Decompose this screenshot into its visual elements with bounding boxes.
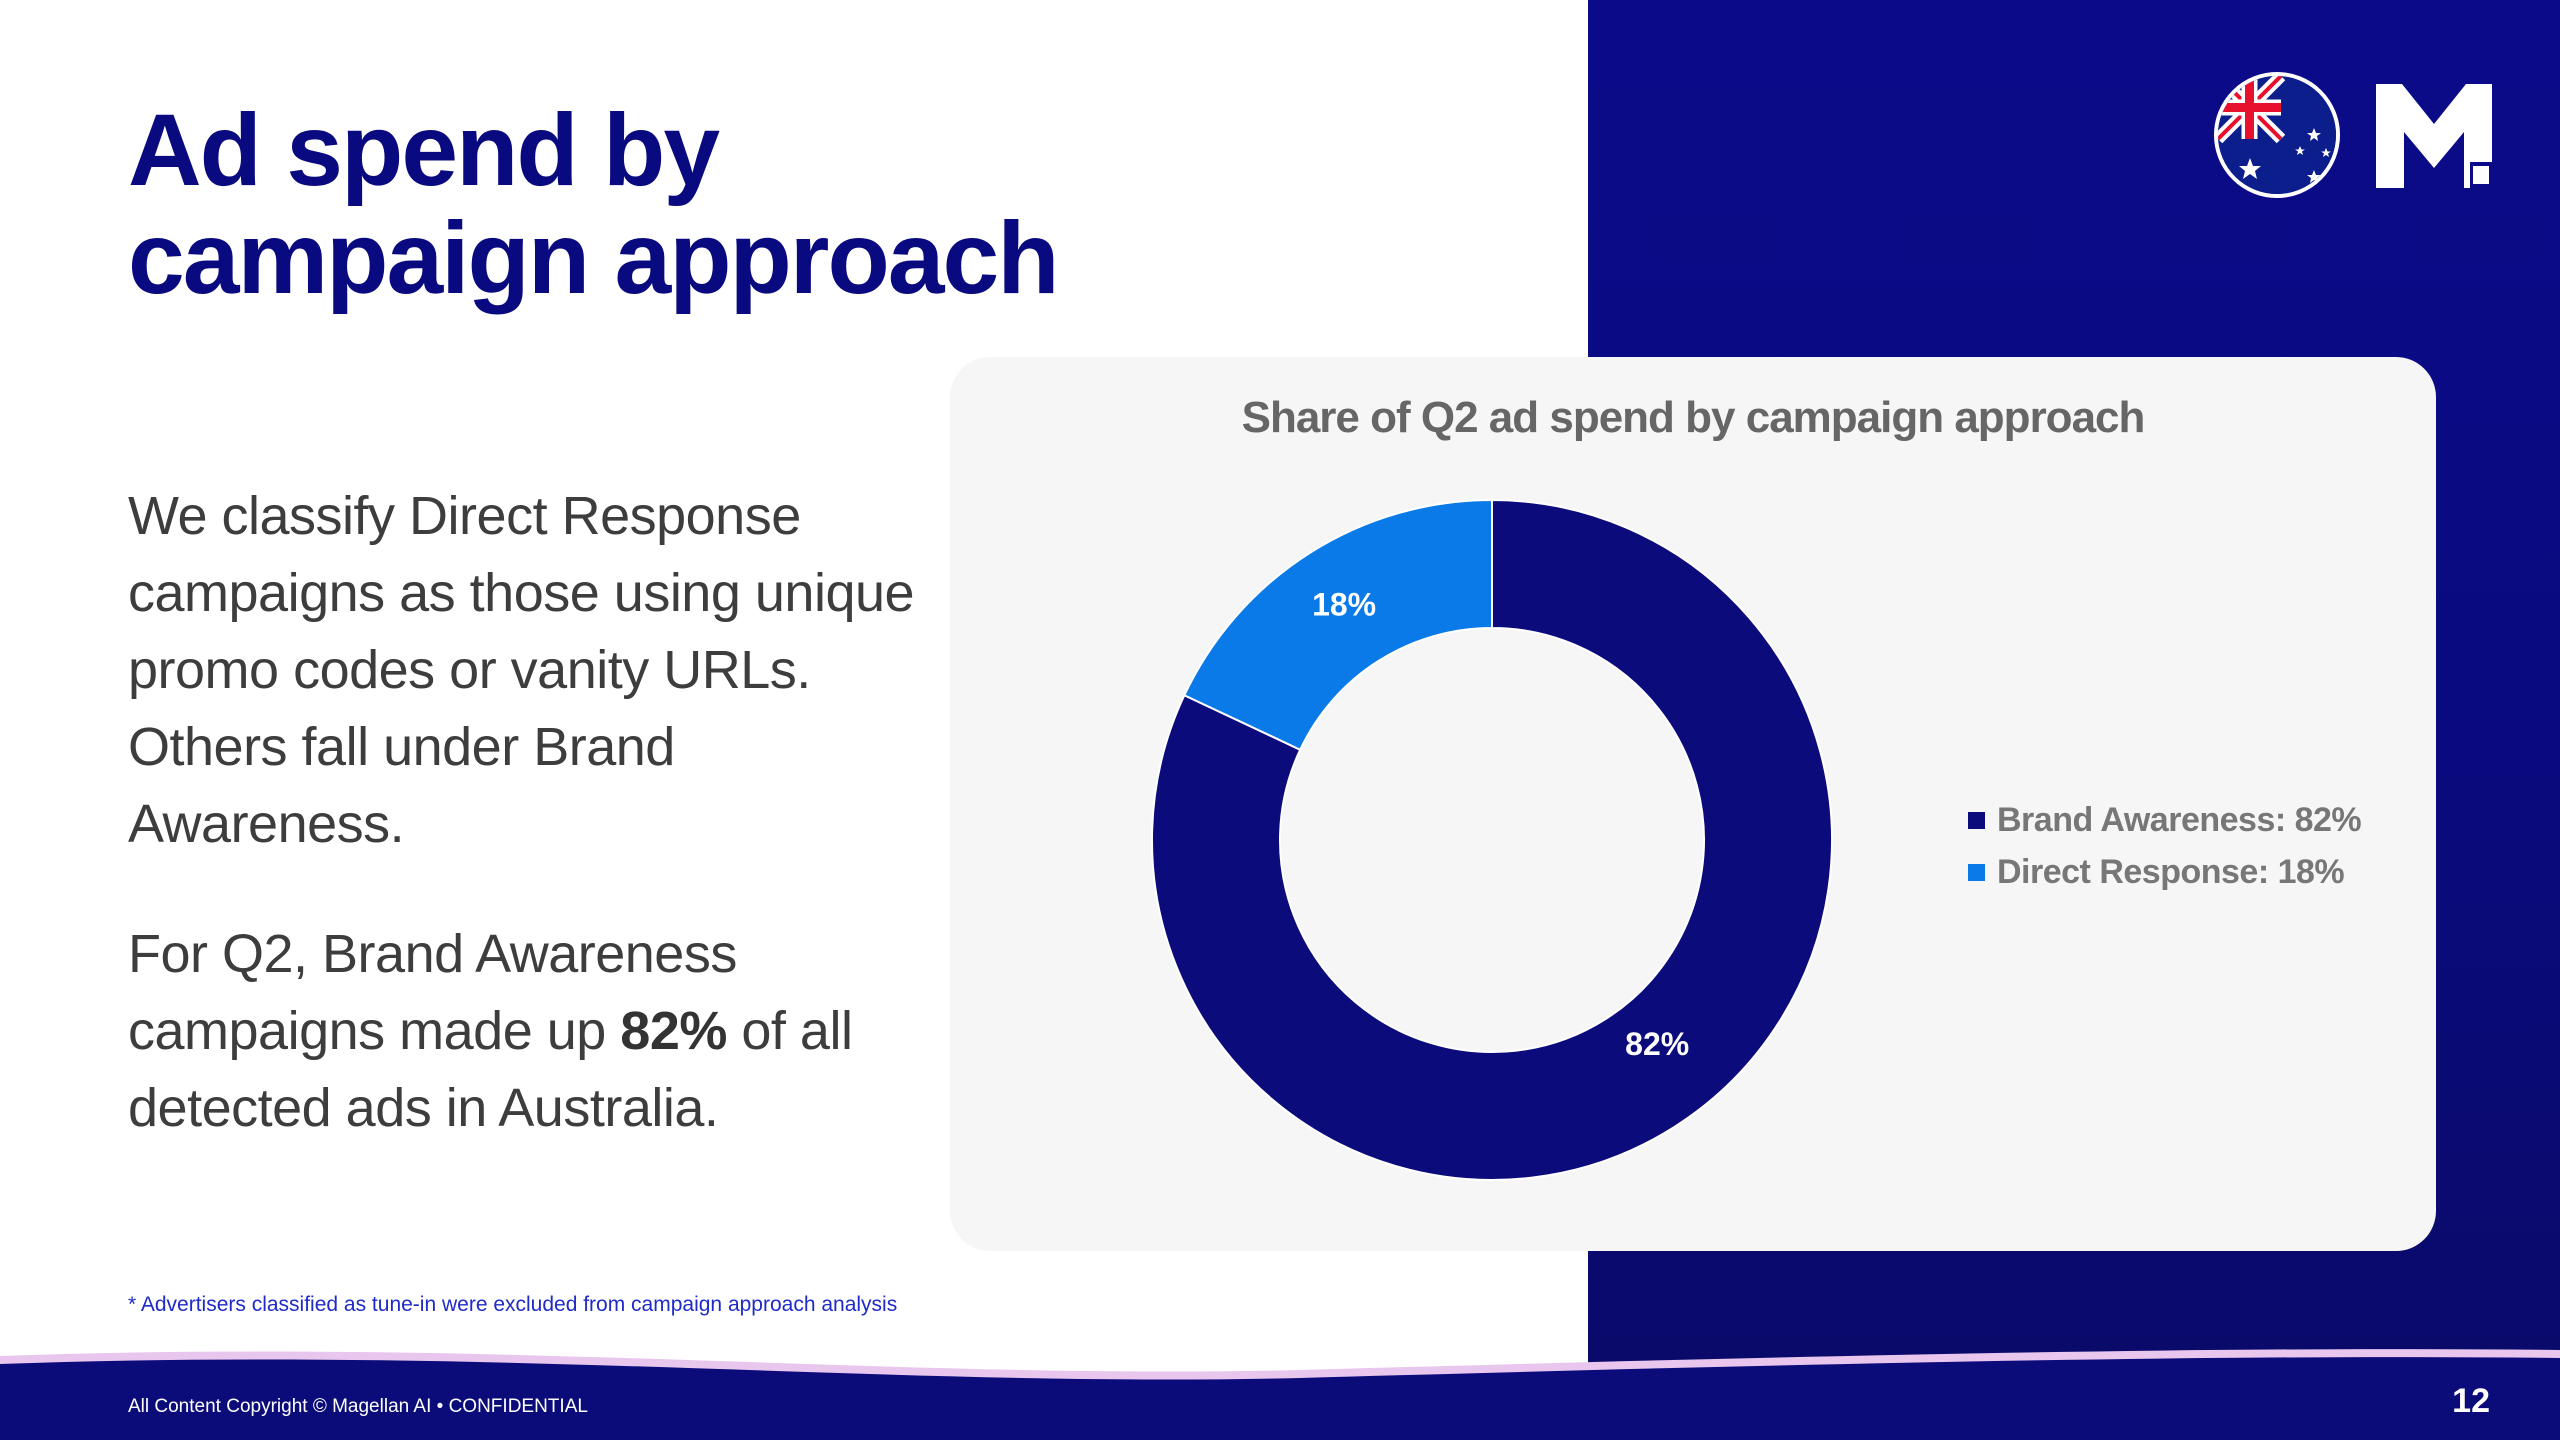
title-line-2: campaign approach (128, 201, 1060, 315)
donut-label-direct-response: 18% (1312, 586, 1376, 622)
donut-label-brand-awareness: 82% (1625, 1026, 1689, 1062)
summary-text-start: For Q2, Brand Awareness campaigns made u… (128, 924, 737, 1061)
summary-highlight: 82% (620, 1001, 727, 1061)
legend-item-brand-awareness: Brand Awareness: 82% (1968, 794, 2362, 846)
legend-label: Direct Response: 18% (1997, 852, 2345, 891)
donut-chart: 82% 18% (1151, 498, 1833, 1181)
bottom-wave-footer (0, 1349, 2560, 1440)
chart-title: Share of Q2 ad spend by campaign approac… (1241, 393, 2146, 442)
legend-swatch (1968, 811, 1985, 829)
chart-card: Share of Q2 ad spend by campaign approac… (950, 357, 2436, 1251)
summary-text-end: of all detected ads in Australia. (128, 1001, 853, 1138)
magellan-logo-icon (2376, 84, 2492, 188)
legend-label: Brand Awareness: 82% (1997, 800, 2362, 839)
chart-legend: Brand Awareness: 82% Direct Response: 18% (1968, 794, 2362, 898)
legend-item-direct-response: Direct Response: 18% (1968, 846, 2361, 898)
australia-flag-icon (2214, 72, 2340, 198)
classification-paragraph: We classify Direct Response campaigns as… (128, 486, 915, 854)
copyright-notice: All Content Copyright © Magellan AI • CO… (128, 1396, 588, 1417)
summary-paragraph: For Q2, Brand Awareness campaigns made u… (128, 916, 928, 1147)
title-line-1: Ad spend by (128, 93, 720, 207)
page-number: 12 (2452, 1382, 2490, 1420)
donut-slice-brand-awareness (1151, 498, 1833, 1181)
legend-swatch (1968, 863, 1985, 881)
footnote: * Advertisers classified as tune-in were… (128, 1293, 898, 1316)
donut-slice-direct-response (1183, 498, 1493, 752)
page-title: Ad spend by campaign approach (128, 96, 1228, 312)
